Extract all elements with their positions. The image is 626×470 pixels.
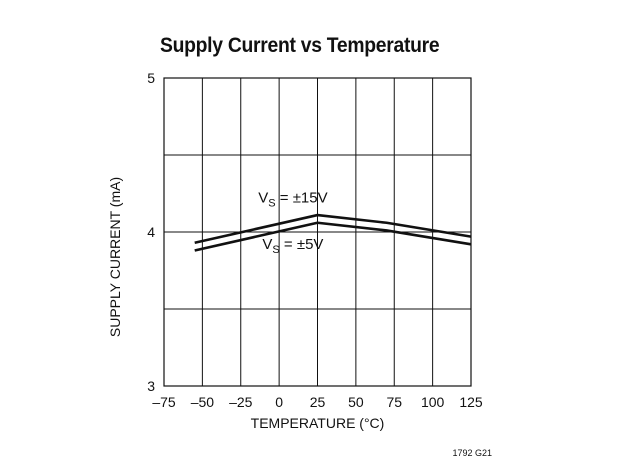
x-tick-label: –50 — [191, 394, 215, 410]
x-tick-label: 50 — [348, 394, 364, 410]
chart-title: Supply Current vs Temperature — [160, 34, 440, 57]
series-label-1: VS = ±15V — [258, 190, 327, 210]
series-group — [194, 213, 472, 252]
x-tick-labels: –75 –50 –25 0 25 50 75 100 125 — [152, 394, 483, 410]
x-tick-label: 100 — [421, 394, 445, 410]
x-tick-label: –75 — [152, 394, 176, 410]
y-tick-labels: 3 4 5 — [147, 70, 155, 394]
y-tick-label: 4 — [147, 224, 155, 240]
grid-lines — [164, 78, 471, 386]
x-tick-label: –25 — [229, 394, 253, 410]
x-tick-label: 75 — [386, 394, 402, 410]
x-tick-label: 125 — [459, 394, 483, 410]
x-tick-label: 0 — [275, 394, 283, 410]
x-axis-label: TEMPERATURE (°C) — [251, 415, 385, 431]
figure-id: 1792 G21 — [452, 448, 492, 458]
y-tick-label: 3 — [147, 378, 155, 394]
series-line-1 — [194, 213, 472, 245]
series-label-2: VS = ±5V — [262, 236, 323, 256]
x-tick-label: 25 — [310, 394, 326, 410]
y-axis-label: SUPPLY CURRENT (mA) — [107, 177, 123, 337]
series-line-2 — [194, 221, 472, 252]
plot-frame — [163, 77, 472, 387]
series-labels: VS = ±15V VS = ±5V — [258, 190, 327, 256]
y-tick-label: 5 — [147, 70, 155, 86]
